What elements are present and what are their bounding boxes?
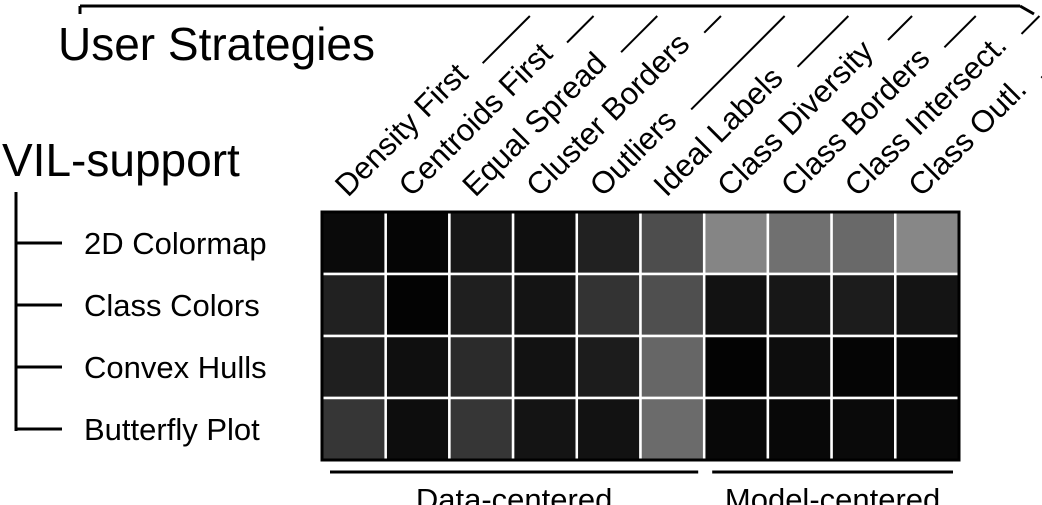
heatmap-cell-butterfly-plot-class-outl: [894, 396, 961, 462]
heatmap-cell-class-colors-class-diversity: [702, 272, 770, 338]
heatmap-cell-class-colors-outliers: [575, 272, 642, 338]
row-label-2d-colormap: 2D Colormap: [84, 226, 267, 261]
row-tree-lines: [14, 192, 62, 431]
heatmap-cell-convex-hulls-cluster-borders: [511, 334, 579, 400]
heatmap-cell-convex-hulls-centroids-first: [384, 334, 451, 400]
heatmap-cell-butterfly-plot-equal-spread: [448, 396, 515, 462]
col-leader-line: [566, 15, 595, 44]
heatmap-cell-butterfly-plot-class-diversity: [702, 396, 770, 462]
heatmap-cell-convex-hulls-class-intersect: [830, 334, 897, 400]
heatmap-cell-class-colors-centroids-first: [384, 272, 451, 338]
heatmap-cell-convex-hulls-class-outl: [894, 334, 961, 400]
heatmap-cell-2d-colormap-outliers: [575, 210, 642, 276]
col-leader-line: [481, 15, 531, 64]
col-leader-line: [620, 15, 658, 53]
col-leader-line: [887, 15, 913, 41]
heatmap-cell-class-colors-equal-spread: [448, 272, 515, 338]
heatmap-cell-class-colors-ideal-labels: [639, 272, 706, 338]
heatmap-cell-butterfly-plot-density-first: [320, 396, 387, 462]
heatmap-cell-class-colors-class-borders: [766, 272, 833, 338]
heatmap-cell-class-colors-class-outl: [894, 272, 961, 338]
col-leader-line: [1020, 15, 1041, 35]
col-leader-line: [796, 15, 850, 68]
heatmap-cell-convex-hulls-ideal-labels: [639, 334, 706, 400]
heatmap-cells: [320, 210, 961, 462]
col-leader-line: [943, 15, 977, 49]
chart-title: User Strategies: [58, 18, 375, 70]
heatmap-cell-2d-colormap-class-intersect: [830, 210, 897, 276]
heatmap-cell-2d-colormap-centroids-first: [384, 210, 451, 276]
heatmap-cell-butterfly-plot-centroids-first: [384, 396, 451, 462]
heatmap-cell-class-colors-density-first: [320, 272, 387, 338]
title-header-lines: [78, 4, 1035, 16]
col-leader-line: [690, 15, 786, 111]
group-label-model-centered: Model-centered: [725, 482, 940, 505]
heatmap-cell-convex-hulls-class-borders: [766, 334, 833, 400]
heatmap-cell-2d-colormap-class-diversity: [702, 210, 770, 276]
heatmap-cell-class-colors-class-intersect: [830, 272, 897, 338]
heatmap-cell-2d-colormap-equal-spread: [448, 210, 515, 276]
heatmap-cell-2d-colormap-cluster-borders: [511, 210, 579, 276]
heatmap-cell-butterfly-plot-outliers: [575, 396, 642, 462]
heatmap-cell-butterfly-plot-cluster-borders: [511, 396, 579, 462]
heatmap-border: [320, 210, 961, 462]
row-labels: 2D Colormap Class Colors Convex Hulls Butte…: [84, 226, 267, 447]
heatmap-cell-convex-hulls-equal-spread: [448, 334, 515, 400]
title-right-tick: [1019, 4, 1035, 16]
heatmap-cell-2d-colormap-density-first: [320, 210, 387, 276]
heatmap-cell-2d-colormap-class-outl: [894, 210, 961, 276]
heatmap-cell-convex-hulls-class-diversity: [702, 334, 770, 400]
col-leader-line: [703, 15, 722, 34]
heatmap-cell-2d-colormap-class-borders: [766, 210, 833, 276]
row-label-convex-hulls: Convex Hulls: [84, 350, 267, 385]
heatmap-cell-butterfly-plot-class-borders: [766, 396, 833, 462]
group-brackets: Data-centered Model-centered: [330, 470, 953, 505]
row-label-class-colors: Class Colors: [84, 288, 260, 323]
heatmap-cell-convex-hulls-outliers: [575, 334, 642, 400]
row-header: VIL-support: [2, 134, 240, 186]
heatmap-cell-2d-colormap-ideal-labels: [639, 210, 706, 276]
heatmap-cell-convex-hulls-density-first: [320, 334, 387, 400]
heatmap-cell-butterfly-plot-class-intersect: [830, 396, 897, 462]
row-label-butterfly-plot: Butterfly Plot: [84, 412, 260, 447]
group-label-data-centered: Data-centered: [416, 482, 612, 505]
heatmap-cell-butterfly-plot-ideal-labels: [639, 396, 706, 462]
heatmap-cell-class-colors-cluster-borders: [511, 272, 579, 338]
